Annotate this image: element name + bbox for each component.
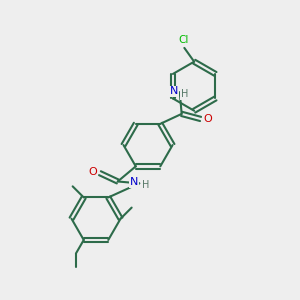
Text: O: O bbox=[203, 114, 212, 124]
Text: Cl: Cl bbox=[178, 35, 189, 45]
Text: H: H bbox=[181, 89, 188, 99]
Text: H: H bbox=[142, 180, 150, 190]
Text: N: N bbox=[130, 177, 139, 188]
Text: N: N bbox=[170, 86, 178, 96]
Text: O: O bbox=[89, 167, 98, 177]
